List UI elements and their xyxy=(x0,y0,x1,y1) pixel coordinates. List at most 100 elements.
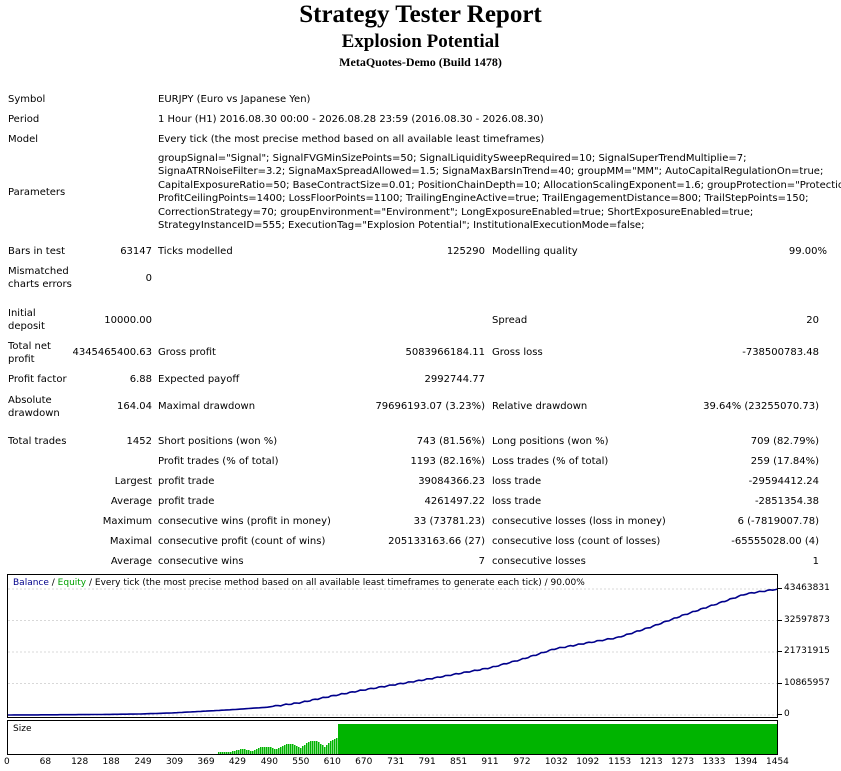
largest-loss-value: -29594412.24 xyxy=(748,476,819,487)
x-tick-label: 128 xyxy=(71,757,89,767)
x-tick-label: 309 xyxy=(165,757,184,767)
size-bar xyxy=(286,744,288,754)
deposit-label-2: deposit xyxy=(8,321,45,332)
size-bar xyxy=(218,752,220,754)
size-bar xyxy=(262,747,264,754)
size-bar xyxy=(254,750,256,754)
x-tick-label: 791 xyxy=(418,757,436,767)
period-value: 1 Hour (H1) 2016.08.30 00:00 - 2026.08.2… xyxy=(158,114,544,125)
x-tick-label: 249 xyxy=(134,757,152,767)
maxdd-label: Maximal drawdown xyxy=(158,401,256,412)
parameters-line: StrategyInstanceID=555; ExecutionTag="Ex… xyxy=(158,220,645,232)
parameters-line: SignaATRNoiseFilter=3.2; SignaMaxSpreadA… xyxy=(158,166,824,178)
long-label: Long positions (won %) xyxy=(492,436,609,447)
symbol-value: EURJPY (Euro vs Japanese Yen) xyxy=(158,94,311,105)
legend-description: / Every tick (the most precise method ba… xyxy=(86,578,585,588)
size-bar xyxy=(314,741,316,754)
ptrades-label: Profit trades (% of total) xyxy=(158,456,279,467)
quality-value: 99.00% xyxy=(788,246,827,257)
x-tick-label: 731 xyxy=(387,757,405,767)
ptrades-value: 1193 (82.16%) xyxy=(410,456,485,467)
x-tick-label: 1092 xyxy=(576,757,600,767)
size-bar xyxy=(318,742,320,754)
size-bar xyxy=(266,747,268,754)
size-bar xyxy=(238,750,240,754)
cons-wins-value: 33 (73781.23) xyxy=(413,516,485,527)
x-tick-label: 972 xyxy=(513,757,531,767)
largest-label: Largest xyxy=(114,476,152,487)
size-bar xyxy=(236,750,238,754)
size-bar xyxy=(280,747,282,754)
size-bar xyxy=(288,744,290,754)
size-label: Size xyxy=(13,724,32,734)
server-build: MetaQuotes-Demo (Build 1478) xyxy=(339,55,502,69)
size-bar xyxy=(316,741,318,754)
y-tick-label: 32597873 xyxy=(784,614,830,625)
parameters-value: groupSignal="Signal"; SignalFVGMinSizePo… xyxy=(158,152,841,232)
size-bar xyxy=(282,746,284,754)
size-bar xyxy=(304,745,306,754)
x-tick-label: 188 xyxy=(102,757,120,767)
avg-cons-wins-label: consecutive wins xyxy=(158,556,244,567)
trades-label: Total trades xyxy=(8,436,67,447)
largest-profit-label: profit trade xyxy=(158,476,215,487)
grossloss-value: -738500783.48 xyxy=(742,347,819,358)
bars-value: 63147 xyxy=(120,246,152,257)
grossprofit-value: 5083966184.11 xyxy=(405,347,485,358)
average-loss-value: -2851354.38 xyxy=(754,496,819,507)
netprofit-label: Total net xyxy=(8,341,51,352)
reldd-label: Relative drawdown xyxy=(492,401,588,412)
short-label: Short positions (won %) xyxy=(158,436,278,447)
mismatch-label-2: charts errors xyxy=(8,279,72,290)
avg-cons-losses-value: 1 xyxy=(812,556,819,567)
size-bar xyxy=(320,744,322,754)
maxdd-value: 79696193.07 (3.23%) xyxy=(375,401,485,412)
size-bar xyxy=(268,747,270,754)
mismatch-value: 0 xyxy=(145,273,152,284)
chart-gridlines xyxy=(8,588,777,716)
bars-label: Bars in test xyxy=(8,246,65,257)
average2-label: Average xyxy=(110,556,152,567)
size-bar xyxy=(250,751,252,754)
size-bar xyxy=(300,748,302,754)
size-bar xyxy=(264,747,266,754)
legend-separator: / xyxy=(48,578,58,588)
ltrades-label: Loss trades (% of total) xyxy=(492,456,609,467)
size-panel: Size xyxy=(7,720,778,755)
size-bar xyxy=(222,752,224,754)
largest-profit-value: 39084366.23 xyxy=(418,476,485,487)
average-profit-value: 4261497.22 xyxy=(424,496,485,507)
size-bar xyxy=(260,747,262,754)
size-bar xyxy=(322,745,324,754)
avg-cons-losses-label: consecutive losses xyxy=(492,556,586,567)
size-bar xyxy=(226,752,228,754)
size-bar xyxy=(328,743,330,754)
absdd-label: Absolute xyxy=(8,395,52,406)
cons-loss-value: -65555028.00 (4) xyxy=(731,536,819,547)
y-tick-label: 10865957 xyxy=(784,677,830,688)
model-label: Model xyxy=(8,134,39,145)
netprofit-value: 4345465400.63 xyxy=(72,347,152,358)
size-bar xyxy=(324,747,326,754)
pf-value: 6.88 xyxy=(129,374,152,385)
legend-equity: Equity xyxy=(57,578,87,588)
legend-balance: Balance xyxy=(13,578,49,588)
cons-wins-label: consecutive wins (profit in money) xyxy=(158,516,331,527)
x-tick-label: 0 xyxy=(4,757,10,767)
y-tick-mark xyxy=(778,682,782,684)
model-value: Every tick (the most precise method base… xyxy=(158,134,545,145)
x-tick-label: 550 xyxy=(292,757,310,767)
balance-chart-svg xyxy=(8,588,777,716)
ticks-value: 125290 xyxy=(446,246,485,257)
y-tick-label: 0 xyxy=(784,709,790,719)
mismatch-label: Mismatched xyxy=(8,266,69,277)
size-bar xyxy=(256,749,258,754)
x-tick-label: 1333 xyxy=(702,757,726,767)
size-bar xyxy=(270,747,272,754)
size-bar xyxy=(290,744,292,754)
x-tick-label: 1394 xyxy=(734,757,758,767)
absdd-value: 164.04 xyxy=(117,401,152,412)
netprofit-label-2: profit xyxy=(8,354,35,365)
chart-legend: Balance / Equity / Every tick (the most … xyxy=(13,578,585,589)
size-bar xyxy=(272,748,274,754)
